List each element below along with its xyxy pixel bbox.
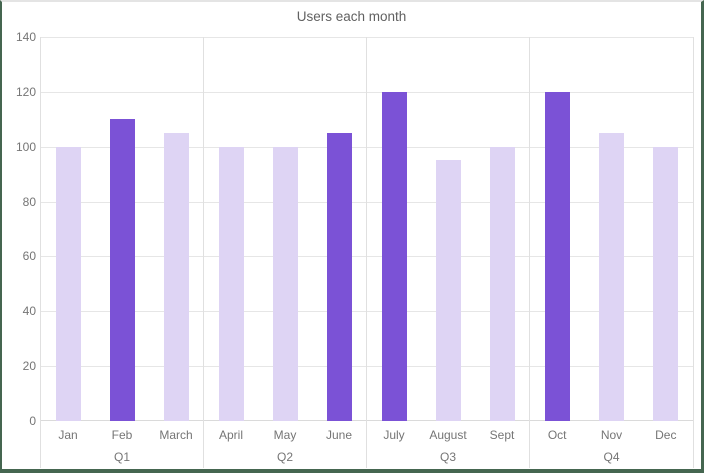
quarter-label-q1: Q1 bbox=[113, 450, 130, 464]
y-tick-label-40: 40 bbox=[22, 304, 36, 319]
y-tick-label-80: 80 bbox=[22, 194, 36, 209]
gridline-120 bbox=[41, 91, 693, 93]
y-axis: 0 20 40 60 80 100 120 140 bbox=[2, 2, 36, 469]
bar-slot-may bbox=[258, 37, 312, 421]
quarter-columns: Jan Feb March Q1 April May June Q2 July August Sep… bbox=[41, 37, 693, 468]
grid-layer bbox=[41, 37, 693, 421]
bar-slot-july bbox=[367, 37, 421, 421]
month-label-june: June bbox=[325, 428, 353, 442]
month-label-march: March bbox=[159, 428, 193, 442]
gridline-20 bbox=[41, 366, 693, 368]
bar-jan bbox=[55, 146, 81, 421]
gridline-140 bbox=[41, 37, 693, 38]
bar-dec bbox=[653, 146, 679, 421]
month-label-dec: Dec bbox=[655, 428, 677, 442]
y-tick-label-140: 140 bbox=[15, 30, 36, 44]
bar-march bbox=[163, 133, 189, 421]
bar-oct bbox=[544, 91, 570, 421]
bar-slot-jan bbox=[41, 37, 95, 421]
y-tick-label-20: 20 bbox=[22, 359, 36, 374]
bar-slot-april bbox=[204, 37, 258, 421]
y-tick-label-120: 120 bbox=[15, 84, 36, 99]
bar-june bbox=[326, 133, 352, 421]
plot-wrapper: Jan Feb March Q1 April May June Q2 July August Sep… bbox=[40, 37, 694, 468]
month-label-august: August bbox=[429, 428, 467, 442]
bar-slot-june bbox=[312, 37, 366, 421]
month-label-april: April bbox=[218, 428, 243, 442]
bar-slot-august bbox=[421, 37, 475, 421]
bar-slot-sept bbox=[475, 37, 529, 421]
month-label-oct: Oct bbox=[547, 428, 567, 442]
month-label-may: May bbox=[273, 428, 297, 442]
quarter-label-q3: Q3 bbox=[439, 450, 456, 464]
bars-row-q1 bbox=[41, 37, 203, 421]
gridline-80 bbox=[41, 201, 693, 203]
bar-july bbox=[381, 91, 407, 421]
month-row-q4: Oct Nov Dec bbox=[530, 421, 693, 449]
gridline-100 bbox=[41, 146, 693, 148]
bars-row-q3 bbox=[367, 37, 529, 421]
month-label-sept: Sept bbox=[489, 428, 515, 442]
quarter-cell-q3: July August Sept Q3 bbox=[367, 37, 530, 468]
bar-slot-oct bbox=[530, 37, 584, 421]
quarter-cell-q4: Oct Nov Dec Q4 bbox=[530, 37, 693, 468]
y-tick-label-100: 100 bbox=[15, 139, 36, 154]
quarter-label-q4: Q4 bbox=[603, 450, 620, 464]
chart-title: Users each month bbox=[296, 9, 407, 24]
y-tick-label-60: 60 bbox=[22, 249, 36, 264]
bar-slot-feb bbox=[95, 37, 149, 421]
month-label-feb: Feb bbox=[111, 428, 133, 442]
bar-may bbox=[272, 146, 298, 421]
quarter-cell-q1: Jan Feb March Q1 bbox=[41, 37, 204, 468]
month-label-jan: Jan bbox=[58, 428, 78, 442]
bars-row-q4 bbox=[530, 37, 693, 421]
month-row-q3: July August Sept bbox=[367, 421, 529, 449]
bar-sept bbox=[489, 146, 515, 421]
quarter-label-q2: Q2 bbox=[276, 450, 293, 464]
bar-slot-march bbox=[149, 37, 203, 421]
y-tick-label-0: 0 bbox=[29, 414, 36, 428]
month-row-q1: Jan Feb March bbox=[41, 421, 203, 449]
gridline-40 bbox=[41, 311, 693, 313]
bar-august bbox=[435, 160, 461, 421]
gridline-0 bbox=[41, 420, 693, 421]
gridline-60 bbox=[41, 256, 693, 258]
month-label-july: July bbox=[383, 428, 405, 442]
bar-slot-nov bbox=[584, 37, 638, 421]
bar-nov bbox=[598, 133, 624, 421]
month-row-q2: April May June bbox=[204, 421, 366, 449]
bar-feb bbox=[109, 119, 135, 421]
bar-slot-dec bbox=[639, 37, 693, 421]
bar-april bbox=[218, 146, 244, 421]
quarter-cell-q2: April May June Q2 bbox=[204, 37, 367, 468]
bars-row-q2 bbox=[204, 37, 366, 421]
month-label-nov: Nov bbox=[600, 428, 623, 442]
